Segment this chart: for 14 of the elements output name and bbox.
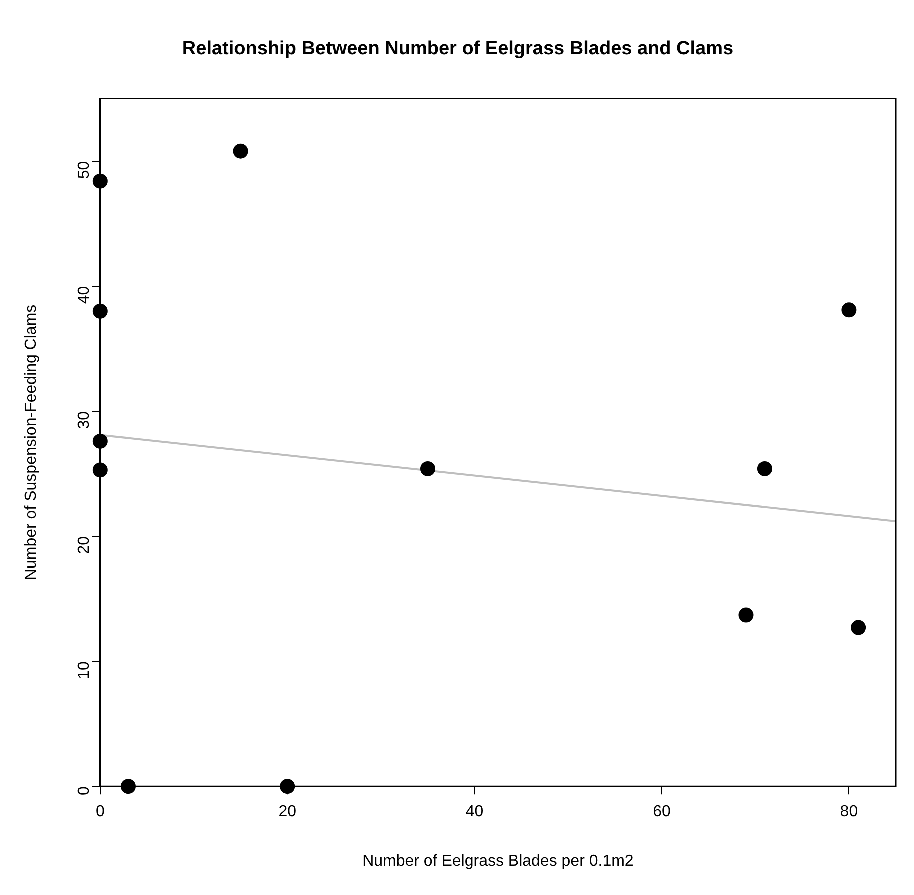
y-axis-title: Number of Suspension-Feeding Clams (23, 304, 40, 581)
y-tick-label: 0 (76, 786, 93, 796)
x-tick-label: 60 (653, 804, 671, 821)
x-tick-label: 20 (278, 804, 297, 821)
x-tick-label: 80 (840, 804, 858, 821)
y-tick-label: 20 (76, 536, 93, 554)
y-tick-label: 30 (76, 411, 93, 430)
y-tick-label: 50 (76, 161, 93, 180)
y-tick-label: 10 (76, 661, 93, 680)
y-tick-label: 40 (76, 286, 93, 304)
x-tick-label: 0 (96, 804, 105, 821)
x-tick-label: 40 (466, 804, 484, 821)
x-axis-title: Number of Eelgrass Blades per 0.1m2 (362, 852, 634, 870)
chart-title: Relationship Between Number of Eelgrass Blades and Clams (182, 38, 734, 60)
